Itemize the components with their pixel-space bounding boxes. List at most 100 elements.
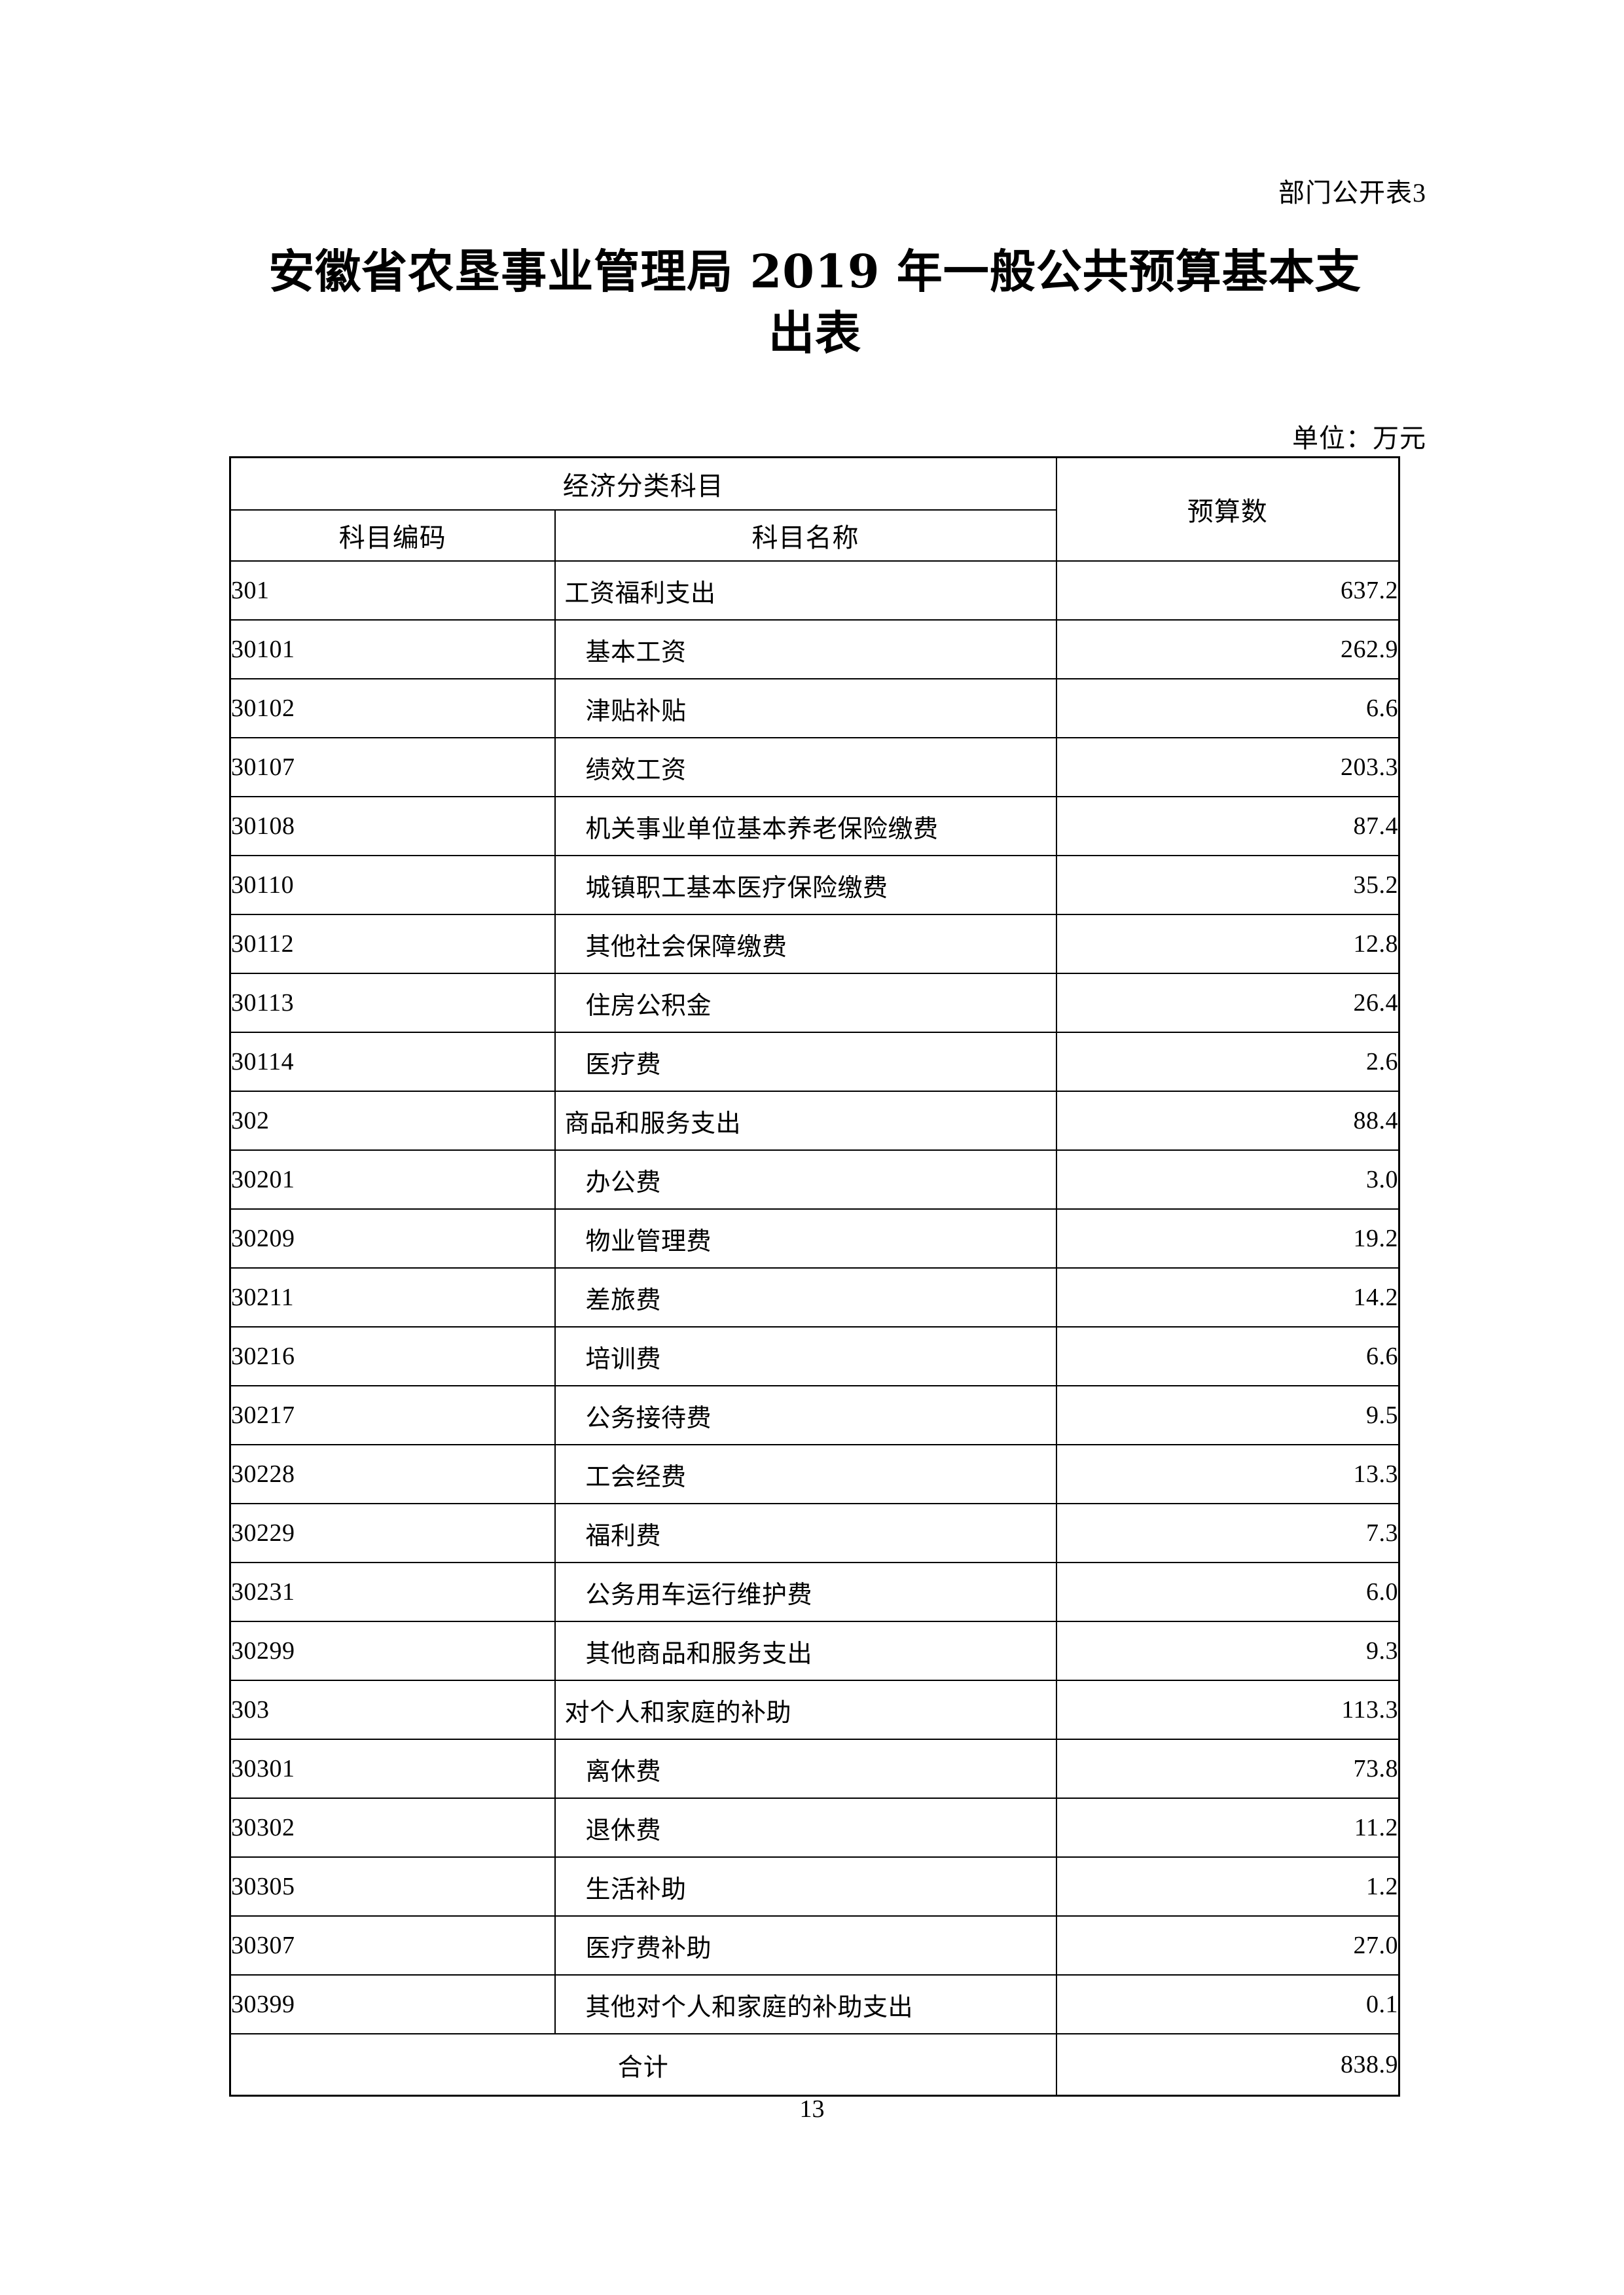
cell-subject-code: 30217 [229,1385,556,1445]
cell-budget-amount: 13.3 [1055,1444,1400,1504]
cell-subject-name: 生活补助 [554,1856,1057,1917]
cell-subject-name: 对个人和家庭的补助 [554,1680,1057,1740]
cell-budget-amount: 12.8 [1055,914,1400,974]
table-header-row-group: 经济分类科目 预算数 [229,456,1400,562]
cell-subject-code: 30228 [229,1444,556,1504]
cell-budget-amount: 113.3 [1055,1680,1400,1740]
cell-subject-code: 30302 [229,1798,556,1858]
total-value: 838.9 [1055,2033,1400,2097]
cell-subject-code: 30231 [229,1562,556,1622]
cell-budget-amount: 6.6 [1055,1326,1400,1386]
cell-subject-code: 30110 [229,855,556,915]
table-row: 30228 工会经费 13.3 [229,1444,1400,1504]
cell-subject-name: 基本工资 [554,619,1057,679]
table-row: 30110 城镇职工基本医疗保险缴费 35.2 [229,855,1400,915]
cell-budget-amount: 6.0 [1055,1562,1400,1622]
column-header-economic-category: 经济分类科目 [229,456,1057,511]
cell-budget-amount: 0.1 [1055,1974,1400,2034]
column-header-subject-code: 科目编码 [229,509,556,562]
table-row: 30211 差旅费 14.2 [229,1267,1400,1328]
cell-subject-name: 差旅费 [554,1267,1057,1328]
table-header-row-sub: 科目编码 科目名称 [229,509,1399,562]
cell-subject-name: 物业管理费 [554,1208,1057,1269]
table-row: 301 工资福利支出 637.2 [229,560,1400,621]
cell-subject-name: 绩效工资 [554,737,1057,797]
table-row: 30201 办公费 3.0 [229,1149,1400,1210]
table-row: 30101 基本工资 262.9 [229,619,1400,679]
table-row: 30209 物业管理费 19.2 [229,1208,1400,1269]
column-header-budget-amount: 预算数 [1055,456,1400,562]
table-header: 经济分类科目 预算数 科目编码 科目名称 [229,456,1400,562]
cell-budget-amount: 88.4 [1055,1091,1400,1151]
page-number: 13 [799,2095,825,2123]
cell-subject-name: 医疗费补助 [554,1915,1057,1976]
cell-subject-code: 301 [229,560,556,621]
cell-budget-amount: 87.4 [1055,796,1400,856]
cell-budget-amount: 1.2 [1055,1856,1400,1917]
cell-subject-name: 办公费 [554,1149,1057,1210]
cell-subject-name: 机关事业单位基本养老保险缴费 [554,796,1057,856]
cell-subject-code: 30216 [229,1326,556,1386]
cell-budget-amount: 9.5 [1055,1385,1400,1445]
table-row: 303 对个人和家庭的补助 113.3 [229,1680,1400,1740]
cell-subject-name: 津贴补贴 [554,678,1057,738]
cell-budget-amount: 637.2 [1055,560,1400,621]
table-row: 30305 生活补助 1.2 [229,1856,1400,1917]
total-label: 合计 [229,2033,1057,2097]
budget-table: 经济分类科目 预算数 科目编码 科目名称 301 工资福利支出 637.2 30101… [229,456,1400,2097]
cell-subject-code: 30307 [229,1915,556,1976]
cell-subject-code: 30107 [229,737,556,797]
cell-budget-amount: 73.8 [1055,1739,1400,1799]
page-title-line-1: 安徽省农垦事业管理局 2019 年一般公共预算基本支 [268,244,1362,298]
cell-subject-name: 公务用车运行维护费 [554,1562,1057,1622]
cell-subject-name: 公务接待费 [554,1385,1057,1445]
cell-subject-name: 福利费 [554,1503,1057,1563]
cell-subject-name: 商品和服务支出 [554,1091,1057,1151]
cell-subject-name: 住房公积金 [554,973,1057,1033]
cell-subject-name: 工资福利支出 [554,560,1057,621]
table-row: 30231 公务用车运行维护费 6.0 [229,1562,1400,1622]
table-row: 30301 离休费 73.8 [229,1739,1400,1799]
cell-subject-code: 30112 [229,914,556,974]
cell-budget-amount: 26.4 [1055,973,1400,1033]
cell-subject-code: 30301 [229,1739,556,1799]
cell-subject-name: 城镇职工基本医疗保险缴费 [554,855,1057,915]
cell-budget-amount: 262.9 [1055,619,1400,679]
cell-budget-amount: 3.0 [1055,1149,1400,1210]
page-title-line-2: 出表 [768,305,861,360]
cell-subject-name: 退休费 [554,1798,1057,1858]
cell-subject-code: 30102 [229,678,556,738]
unit-note: 单位：万元 [1292,424,1426,453]
cell-budget-amount: 11.2 [1055,1798,1400,1858]
cell-subject-name: 其他对个人和家庭的补助支出 [554,1974,1057,2034]
page-title: 安徽省农垦事业管理局 2019 年一般公共预算基本支 出表 [229,242,1401,362]
cell-budget-amount: 2.6 [1055,1032,1400,1092]
cell-budget-amount: 14.2 [1055,1267,1400,1328]
table-row: 30299 其他商品和服务支出 9.3 [229,1621,1400,1681]
cell-budget-amount: 7.3 [1055,1503,1400,1563]
table-row: 30114 医疗费 2.6 [229,1032,1400,1092]
table-row: 30112 其他社会保障缴费 12.8 [229,914,1400,974]
cell-subject-name: 离休费 [554,1739,1057,1799]
cell-subject-code: 30399 [229,1974,556,2034]
table-row-total: 合计 838.9 [229,2033,1400,2097]
cell-subject-code: 30113 [229,973,556,1033]
cell-subject-code: 30211 [229,1267,556,1328]
cell-subject-code: 30108 [229,796,556,856]
cell-subject-name: 工会经费 [554,1444,1057,1504]
table-row: 30216 培训费 6.6 [229,1326,1400,1386]
cell-budget-amount: 203.3 [1055,737,1400,797]
table-row: 302 商品和服务支出 88.4 [229,1091,1400,1151]
cell-subject-code: 30101 [229,619,556,679]
table-body: 301 工资福利支出 637.2 30101 基本工资 262.9 30102 津贴补贴 6.6… [229,560,1400,2034]
table-row: 30307 医疗费补助 27.0 [229,1915,1400,1976]
cell-subject-code: 30114 [229,1032,556,1092]
cell-budget-amount: 6.6 [1055,678,1400,738]
cell-budget-amount: 35.2 [1055,855,1400,915]
cell-subject-name: 培训费 [554,1326,1057,1386]
cell-subject-code: 30209 [229,1208,556,1269]
cell-subject-code: 30305 [229,1856,556,1917]
table-row: 30108 机关事业单位基本养老保险缴费 87.4 [229,796,1400,856]
cell-subject-code: 30299 [229,1621,556,1681]
